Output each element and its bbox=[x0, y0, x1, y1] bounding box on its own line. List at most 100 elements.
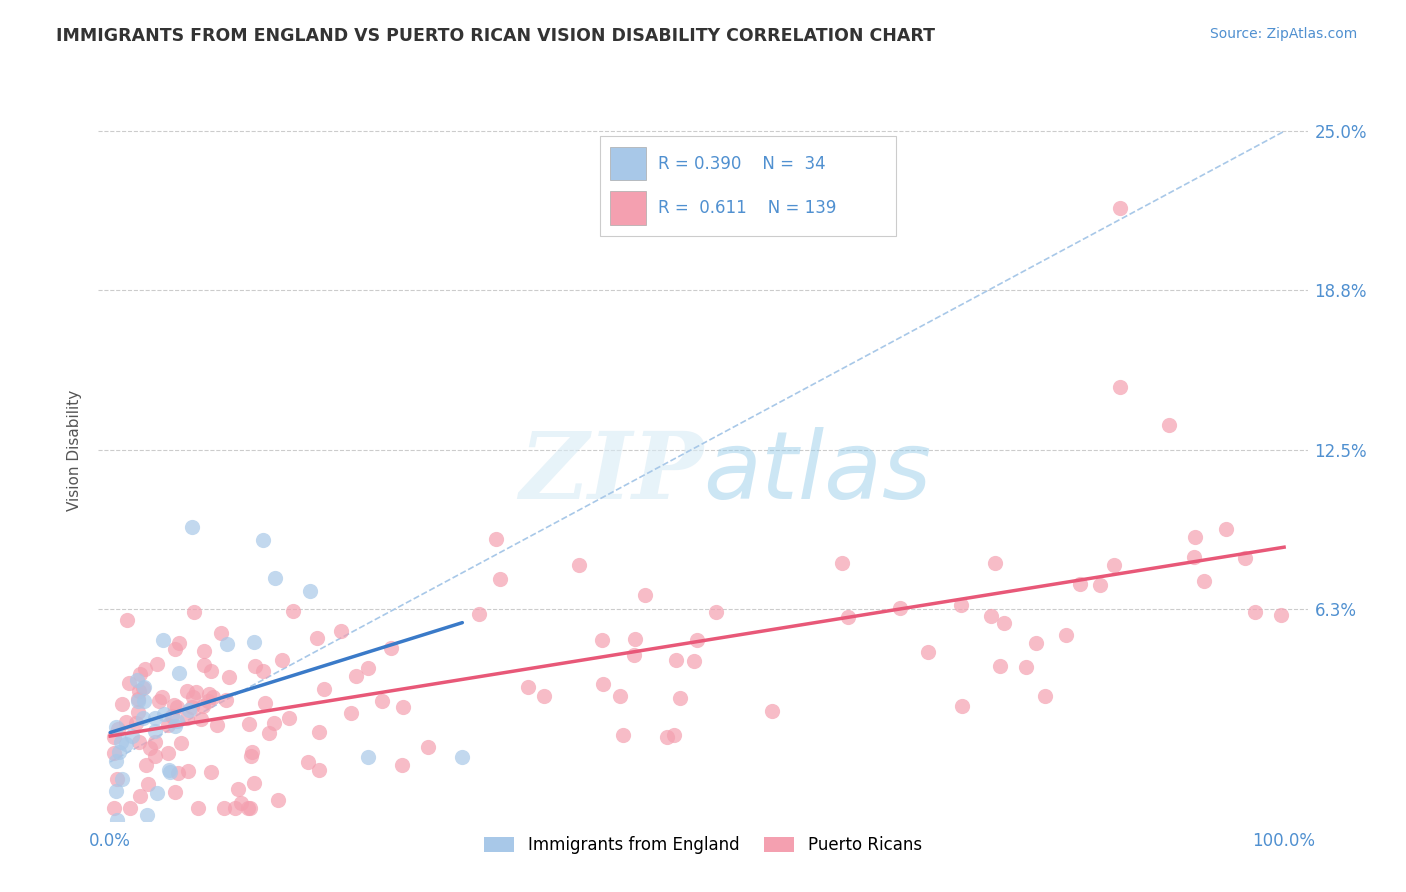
Point bbox=[183, 690, 205, 704]
Point bbox=[156, 718, 179, 732]
Point bbox=[150, 690, 173, 705]
Point bbox=[165, 784, 187, 798]
Point bbox=[761, 704, 783, 718]
Point bbox=[224, 801, 246, 815]
Point bbox=[177, 703, 200, 717]
Point bbox=[1054, 628, 1077, 642]
Point bbox=[163, 719, 186, 733]
Point bbox=[169, 736, 191, 750]
Point bbox=[121, 729, 143, 743]
Point bbox=[143, 724, 166, 739]
Point bbox=[254, 696, 277, 710]
Point bbox=[131, 681, 153, 696]
Point bbox=[181, 700, 204, 714]
Point bbox=[169, 665, 191, 680]
Point bbox=[115, 737, 138, 751]
Point bbox=[344, 669, 367, 683]
Point bbox=[634, 588, 657, 602]
Point bbox=[108, 746, 131, 760]
Point bbox=[1233, 551, 1256, 566]
Point bbox=[128, 734, 150, 748]
Point bbox=[129, 667, 152, 681]
Point bbox=[103, 731, 125, 745]
Point bbox=[135, 757, 157, 772]
Point bbox=[105, 754, 128, 768]
Point bbox=[157, 763, 180, 777]
Point bbox=[271, 653, 294, 667]
Point bbox=[201, 690, 224, 704]
Point bbox=[682, 654, 704, 668]
Point bbox=[200, 764, 222, 779]
Point bbox=[217, 637, 239, 651]
Point bbox=[305, 631, 328, 645]
Point bbox=[143, 749, 166, 764]
Point bbox=[980, 609, 1002, 624]
Point bbox=[665, 653, 688, 667]
Point bbox=[416, 739, 439, 754]
Point bbox=[183, 605, 205, 619]
Point bbox=[252, 664, 274, 678]
Text: R =  0.611    N = 139: R = 0.611 N = 139 bbox=[658, 200, 837, 218]
Point bbox=[111, 772, 134, 786]
Point bbox=[984, 556, 1007, 570]
Point bbox=[340, 706, 363, 720]
Point bbox=[243, 658, 266, 673]
Point bbox=[330, 624, 353, 638]
Text: Source: ZipAtlas.com: Source: ZipAtlas.com bbox=[1209, 27, 1357, 41]
Point bbox=[125, 673, 148, 687]
Point bbox=[516, 680, 538, 694]
Point bbox=[380, 640, 402, 655]
Point bbox=[134, 662, 156, 676]
Point bbox=[157, 747, 180, 761]
Point bbox=[612, 728, 634, 742]
Point bbox=[153, 707, 176, 722]
Legend: Immigrants from England, Puerto Ricans: Immigrants from England, Puerto Ricans bbox=[478, 829, 928, 861]
Point bbox=[148, 694, 170, 708]
Point bbox=[467, 607, 489, 622]
Point bbox=[166, 766, 188, 780]
Point bbox=[118, 676, 141, 690]
Point bbox=[1033, 689, 1056, 703]
Point bbox=[166, 714, 188, 728]
Point bbox=[146, 657, 169, 672]
Bar bbox=[610, 147, 647, 180]
Point bbox=[197, 694, 219, 708]
Point bbox=[143, 735, 166, 749]
Point bbox=[103, 746, 125, 760]
Point bbox=[297, 755, 319, 769]
Text: ZIP: ZIP bbox=[519, 427, 703, 517]
FancyBboxPatch shape bbox=[600, 136, 897, 235]
Point bbox=[240, 749, 263, 764]
Point bbox=[568, 558, 591, 573]
Point bbox=[115, 613, 138, 627]
Point bbox=[704, 605, 727, 619]
Point bbox=[205, 718, 228, 732]
Point bbox=[298, 583, 321, 598]
Point bbox=[111, 697, 134, 711]
Point bbox=[1270, 607, 1292, 622]
Point bbox=[128, 684, 150, 698]
Point bbox=[1157, 417, 1180, 432]
Point bbox=[200, 664, 222, 678]
Point bbox=[1215, 522, 1237, 536]
Point bbox=[181, 520, 204, 534]
Point bbox=[391, 758, 413, 772]
Point bbox=[212, 801, 235, 815]
Point bbox=[127, 692, 149, 706]
Point bbox=[950, 698, 973, 713]
Point bbox=[391, 700, 413, 714]
Point bbox=[277, 711, 299, 725]
Point bbox=[489, 573, 512, 587]
Point bbox=[609, 690, 631, 704]
Point bbox=[159, 764, 181, 779]
Point bbox=[184, 685, 207, 699]
Point bbox=[1182, 550, 1205, 565]
Point bbox=[238, 717, 260, 731]
Point bbox=[176, 684, 198, 698]
Text: IMMIGRANTS FROM ENGLAND VS PUERTO RICAN VISION DISABILITY CORRELATION CHART: IMMIGRANTS FROM ENGLAND VS PUERTO RICAN … bbox=[56, 27, 935, 45]
Point bbox=[103, 801, 125, 815]
Point bbox=[136, 777, 159, 791]
Point bbox=[166, 700, 188, 714]
Bar bbox=[610, 191, 647, 225]
Point bbox=[146, 787, 169, 801]
